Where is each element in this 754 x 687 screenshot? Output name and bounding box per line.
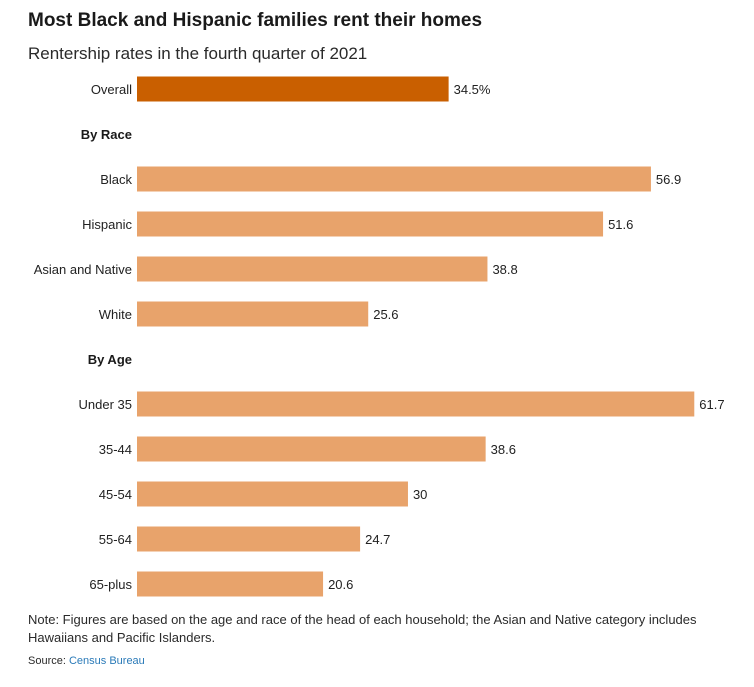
bar-45-54 bbox=[137, 481, 408, 507]
group-label-by-race: By Race bbox=[81, 127, 132, 142]
chart-subtitle: Rentership rates in the fourth quarter o… bbox=[28, 44, 368, 63]
bar-hispanic bbox=[137, 211, 604, 237]
value-label-55-64: 24.7 bbox=[365, 532, 390, 547]
chart-note: Note: Figures are based on the age and r… bbox=[28, 612, 697, 645]
category-label-45-54: 45-54 bbox=[99, 487, 132, 502]
bar-65-plus bbox=[137, 571, 324, 597]
bar-55-64 bbox=[137, 526, 361, 552]
category-label-hispanic: Hispanic bbox=[82, 217, 132, 232]
value-label-65-plus: 20.6 bbox=[328, 577, 353, 592]
value-label-black: 56.9 bbox=[656, 172, 681, 187]
category-label-55-64: 55-64 bbox=[99, 532, 132, 547]
chart-title: Most Black and Hispanic families rent th… bbox=[28, 10, 483, 31]
bar-asian-and-native bbox=[137, 256, 488, 282]
source-line: Source: Census Bureau bbox=[28, 655, 145, 667]
source-prefix: Source: bbox=[28, 655, 69, 667]
bar-35-44 bbox=[137, 436, 486, 462]
category-label-black: Black bbox=[100, 172, 132, 187]
category-label-asian-and-native: Asian and Native bbox=[34, 262, 132, 277]
value-label-white: 25.6 bbox=[373, 307, 398, 322]
bar-white bbox=[137, 301, 369, 327]
bar-black bbox=[137, 166, 651, 192]
value-label-35-44: 38.6 bbox=[491, 442, 516, 457]
group-label-by-age: By Age bbox=[88, 352, 132, 367]
category-label-white: White bbox=[99, 307, 132, 322]
bar-overall bbox=[137, 76, 449, 102]
value-label-asian-and-native: 38.8 bbox=[492, 262, 517, 277]
source-link[interactable]: Census Bureau bbox=[68, 655, 145, 667]
value-label-under-35: 61.7 bbox=[699, 397, 724, 412]
value-label-hispanic: 51.6 bbox=[608, 217, 633, 232]
bar-under-35 bbox=[137, 391, 695, 417]
category-label-65-plus: 65-plus bbox=[89, 577, 132, 592]
value-label-overall: 34.5% bbox=[454, 82, 491, 97]
category-label-under-35: Under 35 bbox=[79, 397, 132, 412]
category-label-overall: Overall bbox=[91, 82, 132, 97]
bar-chart: Overall 34.5% By Race Black 56.9 Hispanic 51.6… bbox=[34, 76, 725, 597]
category-label-35-44: 35-44 bbox=[99, 442, 132, 457]
value-label-45-54: 30 bbox=[413, 487, 427, 502]
